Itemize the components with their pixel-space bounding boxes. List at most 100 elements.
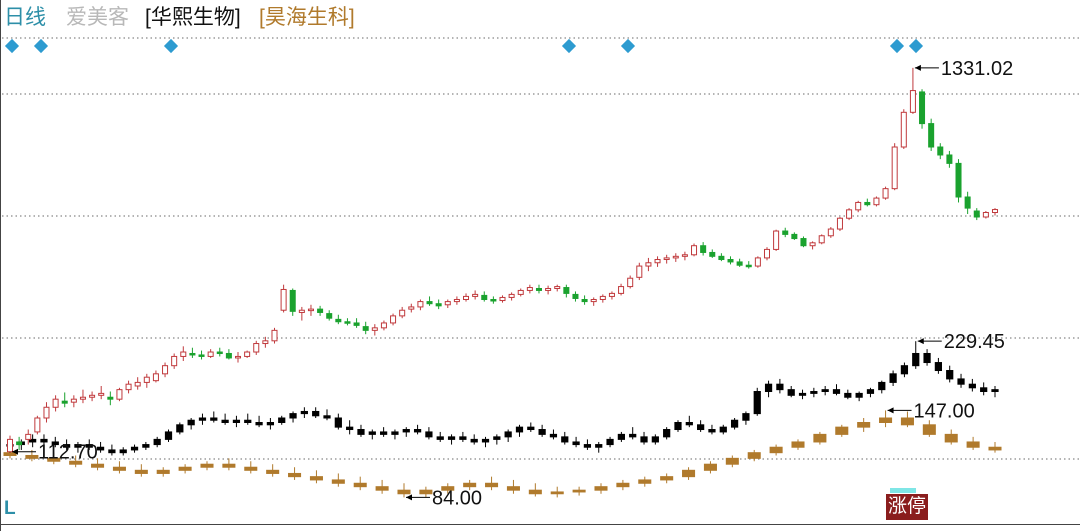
candle-body <box>663 257 670 261</box>
candle-body <box>549 433 558 438</box>
candle-body <box>444 301 451 306</box>
candle-body <box>561 436 569 443</box>
candle-body <box>681 254 688 257</box>
candle-body <box>162 365 169 375</box>
candle-body <box>864 201 871 206</box>
candle-body <box>800 238 807 247</box>
candle-body <box>362 326 369 331</box>
candle-body <box>266 469 280 474</box>
candle-body <box>810 391 818 394</box>
candle-body <box>16 441 23 446</box>
candle-body <box>235 355 242 359</box>
candle-body <box>357 429 365 435</box>
candle-body <box>171 355 178 367</box>
candle-body <box>581 299 588 303</box>
candle-body <box>594 486 608 491</box>
candle-body <box>300 410 308 415</box>
candle-body <box>818 235 825 244</box>
candle-body <box>62 444 71 448</box>
candle-body <box>198 354 205 357</box>
candle-body <box>776 383 784 391</box>
candle-body <box>563 287 570 294</box>
candle-body <box>29 438 37 443</box>
candle-body <box>900 111 907 148</box>
candle-body <box>891 146 898 190</box>
candle-body <box>25 433 32 440</box>
candle-body <box>244 466 258 471</box>
candle-body <box>517 289 524 295</box>
candle-body <box>391 431 399 435</box>
candle-body <box>244 419 252 424</box>
candle-body <box>390 315 397 324</box>
tab-stock-haohai[interactable]: [昊海生科] <box>259 6 355 29</box>
candle-body <box>821 389 829 393</box>
candle-body <box>96 446 105 451</box>
max-arrow-head <box>887 407 894 414</box>
candle-body <box>317 308 324 313</box>
candle-body <box>640 436 648 443</box>
candle-body <box>727 259 734 263</box>
candle-body <box>526 287 533 291</box>
candle-body <box>504 431 512 438</box>
left-axis-line <box>0 0 1 531</box>
candle-body <box>700 245 707 253</box>
candle-body <box>922 424 936 435</box>
candle-body <box>709 251 716 257</box>
candle-body <box>91 463 105 468</box>
candle-body <box>52 398 59 408</box>
candle-body <box>89 394 96 398</box>
candle-body <box>40 438 48 443</box>
candle-body <box>130 446 139 451</box>
candle-body <box>937 146 944 156</box>
candle-body <box>380 431 388 435</box>
candle-body <box>3 452 17 456</box>
candle-body <box>527 426 535 431</box>
candle-body <box>156 469 170 474</box>
candle-body <box>198 417 207 421</box>
candle-body <box>538 429 546 435</box>
candle-body <box>222 463 236 468</box>
candle-body <box>426 301 433 305</box>
candle-body <box>47 457 61 462</box>
candle-body <box>878 381 886 391</box>
candle-body <box>982 211 989 218</box>
candle-body <box>764 383 773 393</box>
tab-stock-aimeike[interactable]: 爱美客 <box>66 6 129 29</box>
candle-body <box>453 299 460 303</box>
candle-body <box>508 293 515 298</box>
tab-stock-huaxi[interactable]: [华熙生物] <box>145 6 241 29</box>
candle-body <box>436 436 444 440</box>
event-marker-icon <box>620 38 636 54</box>
candle-body <box>125 383 132 391</box>
limit-up-badge[interactable]: 涨停 <box>886 494 928 520</box>
candle-body <box>769 446 783 454</box>
candle-body <box>923 352 931 364</box>
candle-body <box>909 90 916 113</box>
candle-body <box>900 365 909 375</box>
candle-body <box>672 255 679 259</box>
tab-daily[interactable]: 日线 <box>4 6 46 29</box>
candle-body <box>463 482 477 488</box>
candle-body <box>773 230 780 250</box>
candle-body <box>572 441 580 446</box>
candle-body <box>638 479 652 484</box>
candle-body <box>493 436 501 440</box>
candle-body <box>882 188 889 199</box>
candle-body <box>164 431 173 440</box>
candle-body <box>836 217 843 230</box>
candle-body <box>791 441 805 448</box>
event-marker-icon <box>561 38 577 54</box>
candle-body <box>980 387 988 393</box>
candle-body <box>143 376 150 383</box>
candle-body <box>736 261 743 266</box>
candle-body <box>490 299 497 302</box>
candle-body <box>889 373 897 383</box>
candle-body <box>459 436 467 440</box>
candle-body <box>266 422 275 426</box>
max-price-label: 229.45 <box>944 331 1005 353</box>
candle-body <box>176 424 184 433</box>
candle-body <box>288 472 302 478</box>
candle-body <box>152 373 159 382</box>
